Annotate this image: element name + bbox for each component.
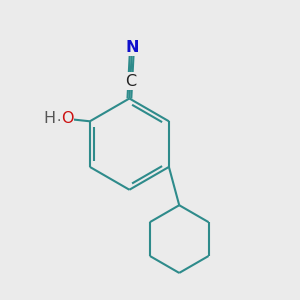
Text: H: H: [44, 111, 56, 126]
Text: O: O: [61, 111, 74, 126]
Text: C: C: [125, 74, 136, 88]
Text: ·: ·: [57, 114, 61, 128]
Text: N: N: [126, 40, 139, 55]
